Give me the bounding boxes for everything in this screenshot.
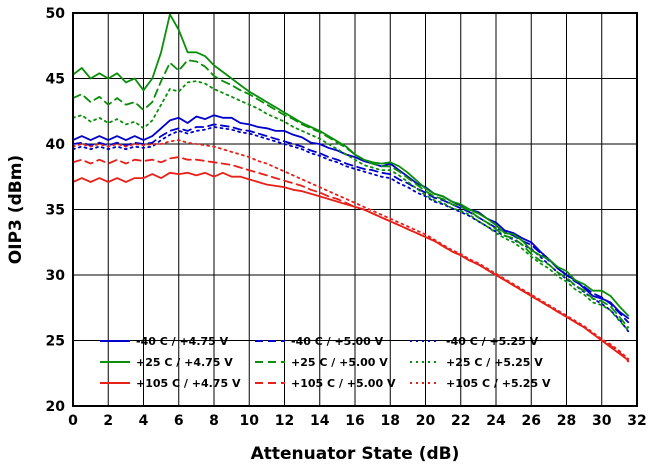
legend-label: +105 C / +5.25 V [446, 377, 551, 390]
x-tick-label: 0 [68, 413, 78, 429]
legend-label: -40 C / +4.75 V [136, 335, 229, 348]
legend: -40 C / +4.75 V -40 C / +5.00 V -40 C / +5… [100, 335, 551, 390]
legend-label: -40 C / +5.00 V [291, 335, 384, 348]
legend-label: -40 C / +5.25 V [446, 335, 539, 348]
y-tick-label: 20 [46, 399, 66, 415]
series-line [72, 123, 630, 324]
legend-label: +25 C / +5.00 V [291, 356, 388, 369]
series-line [72, 156, 630, 363]
y-tick-label: 40 [46, 137, 66, 153]
series-line [72, 80, 630, 331]
x-tick-label: 26 [522, 413, 541, 429]
x-tick-label: 10 [240, 413, 260, 429]
x-tick-label: 28 [557, 413, 576, 429]
legend-label: +105 C / +5.00 V [291, 377, 396, 390]
x-tick-label: 24 [486, 413, 506, 429]
x-tick-label: 6 [174, 413, 184, 429]
plot-frame [72, 12, 638, 407]
y-tick-labels: 20 25 30 35 40 45 50 [46, 6, 66, 415]
y-tick-label: 35 [46, 203, 65, 219]
y-tick-label: 45 [46, 72, 65, 88]
series-line [72, 59, 630, 329]
legend-label: +25 C / +5.25 V [446, 356, 543, 369]
y-tick-label: 25 [46, 334, 65, 350]
x-tick-label: 30 [592, 413, 612, 429]
x-tick-label: 18 [381, 413, 400, 429]
x-tick-label: 14 [310, 413, 330, 429]
legend-label: +25 C / +4.75 V [136, 356, 233, 369]
x-tick-label: 16 [345, 413, 364, 429]
x-axis-label: Attenuator State (dB) [251, 444, 460, 464]
x-tick-label: 22 [451, 413, 470, 429]
x-tick-label: 12 [275, 413, 294, 429]
y-tick-label: 30 [46, 268, 66, 284]
y-axis-label: OIP3 (dBm) [6, 155, 26, 264]
x-tick-label: 4 [139, 413, 149, 429]
y-tick-label: 50 [46, 6, 66, 22]
legend-label: +105 C / +4.75 V [136, 377, 241, 390]
series-line [72, 139, 630, 360]
x-tick-label: 8 [209, 413, 219, 429]
plot-series [72, 13, 630, 363]
x-tick-labels: 0 2 4 6 8 10 12 14 16 18 20 22 24 26 28 30 32 [68, 413, 647, 429]
x-tick-label: 32 [627, 413, 646, 429]
series-line [72, 114, 630, 320]
x-tick-label: 2 [103, 413, 113, 429]
x-tick-label: 20 [416, 413, 436, 429]
